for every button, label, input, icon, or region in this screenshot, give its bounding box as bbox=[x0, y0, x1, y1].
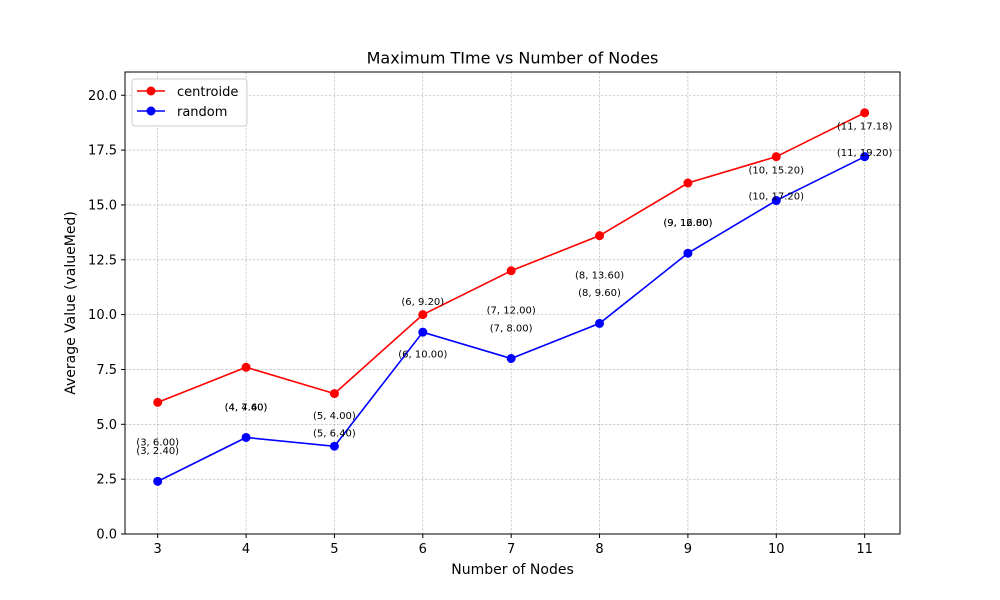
x-tick-label: 7 bbox=[507, 542, 515, 557]
data-label: (5, 6.40) bbox=[313, 429, 356, 440]
y-tick-label: 5.0 bbox=[96, 418, 117, 433]
x-tick-label: 3 bbox=[154, 542, 162, 557]
data-point-random bbox=[860, 152, 870, 162]
legend: centroide random bbox=[131, 78, 248, 127]
x-axis-ticks: 3 4 5 6 7 8 9 10 11 bbox=[154, 534, 873, 557]
legend-label-centroide: centroide bbox=[177, 85, 238, 100]
data-label: (3, 6.00) bbox=[136, 437, 179, 448]
data-label: (6, 9.20) bbox=[401, 297, 444, 308]
data-label: (8, 13.60) bbox=[575, 271, 624, 282]
data-point-centroide bbox=[771, 152, 781, 162]
data-label: (11, 17.18) bbox=[837, 121, 893, 132]
data-point-centroide bbox=[329, 389, 339, 399]
data-point-centroide bbox=[683, 178, 693, 188]
data-point-random bbox=[418, 327, 428, 337]
y-tick-label: 7.5 bbox=[96, 363, 117, 378]
data-label: (6, 10.00) bbox=[398, 350, 447, 361]
data-point-centroide bbox=[506, 266, 516, 276]
data-point-centroide bbox=[153, 397, 163, 407]
data-label: (8, 9.60) bbox=[578, 288, 621, 299]
data-label: (5, 4.00) bbox=[313, 411, 356, 422]
legend-label-random: random bbox=[177, 105, 227, 120]
data-label: (10, 17.20) bbox=[749, 192, 805, 203]
x-tick-label: 8 bbox=[595, 542, 603, 557]
data-point-centroide bbox=[418, 310, 428, 320]
y-axis-label: Average Value (valueMed) bbox=[63, 211, 79, 395]
y-tick-label: 10.0 bbox=[88, 308, 117, 323]
x-tick-label: 4 bbox=[242, 542, 250, 557]
plot-area-frame bbox=[124, 71, 901, 535]
data-label: (3, 2.40) bbox=[136, 446, 179, 457]
data-label: (4, 4.40) bbox=[225, 402, 268, 413]
data-point-random bbox=[329, 441, 339, 451]
y-axis-ticks: 0.0 2.5 5.0 7.5 10.0 12.5 15.0 17.5 20.0 bbox=[88, 89, 125, 543]
x-tick-label: 5 bbox=[330, 542, 338, 557]
data-point-random bbox=[595, 318, 605, 328]
data-label: (7, 8.00) bbox=[490, 323, 533, 334]
x-tick-label: 10 bbox=[768, 542, 785, 557]
data-label: (9, 12.80) bbox=[663, 218, 712, 229]
data-point-random bbox=[241, 432, 251, 442]
x-tick-label: 11 bbox=[856, 542, 873, 557]
chart-title: Maximum TIme vs Number of Nodes bbox=[367, 49, 659, 68]
data-label: (7, 12.00) bbox=[487, 306, 536, 317]
legend-marker-random bbox=[146, 106, 156, 116]
y-tick-label: 2.5 bbox=[96, 473, 117, 488]
data-label: (9, 16.00) bbox=[663, 218, 712, 229]
data-point-random bbox=[771, 196, 781, 206]
x-tick-label: 9 bbox=[684, 542, 692, 557]
y-tick-label: 0.0 bbox=[96, 528, 117, 543]
legend-items: centroide random bbox=[137, 85, 238, 120]
data-point-centroide bbox=[860, 108, 870, 118]
data-point-random bbox=[153, 476, 163, 486]
legend-marker-centroide bbox=[146, 86, 156, 96]
data-label: (11, 19.20) bbox=[837, 148, 893, 159]
y-tick-label: 12.5 bbox=[88, 253, 117, 268]
y-tick-label: 17.5 bbox=[88, 144, 117, 159]
data-label: (4, 7.60) bbox=[225, 402, 268, 413]
x-axis-label: Number of Nodes bbox=[451, 562, 573, 578]
x-tick-label: 6 bbox=[419, 542, 427, 557]
y-tick-label: 20.0 bbox=[88, 89, 117, 104]
data-labels: (3, 6.00)(3, 2.40) (4, 7.60)(4, 4.40) (5, … bbox=[136, 121, 892, 457]
data-point-centroide bbox=[595, 231, 605, 241]
data-label: (10, 15.20) bbox=[749, 165, 805, 176]
y-tick-label: 15.0 bbox=[88, 198, 117, 213]
series-lines bbox=[153, 108, 870, 486]
data-point-centroide bbox=[241, 362, 251, 372]
data-point-random bbox=[506, 354, 516, 364]
data-point-random bbox=[683, 248, 693, 258]
